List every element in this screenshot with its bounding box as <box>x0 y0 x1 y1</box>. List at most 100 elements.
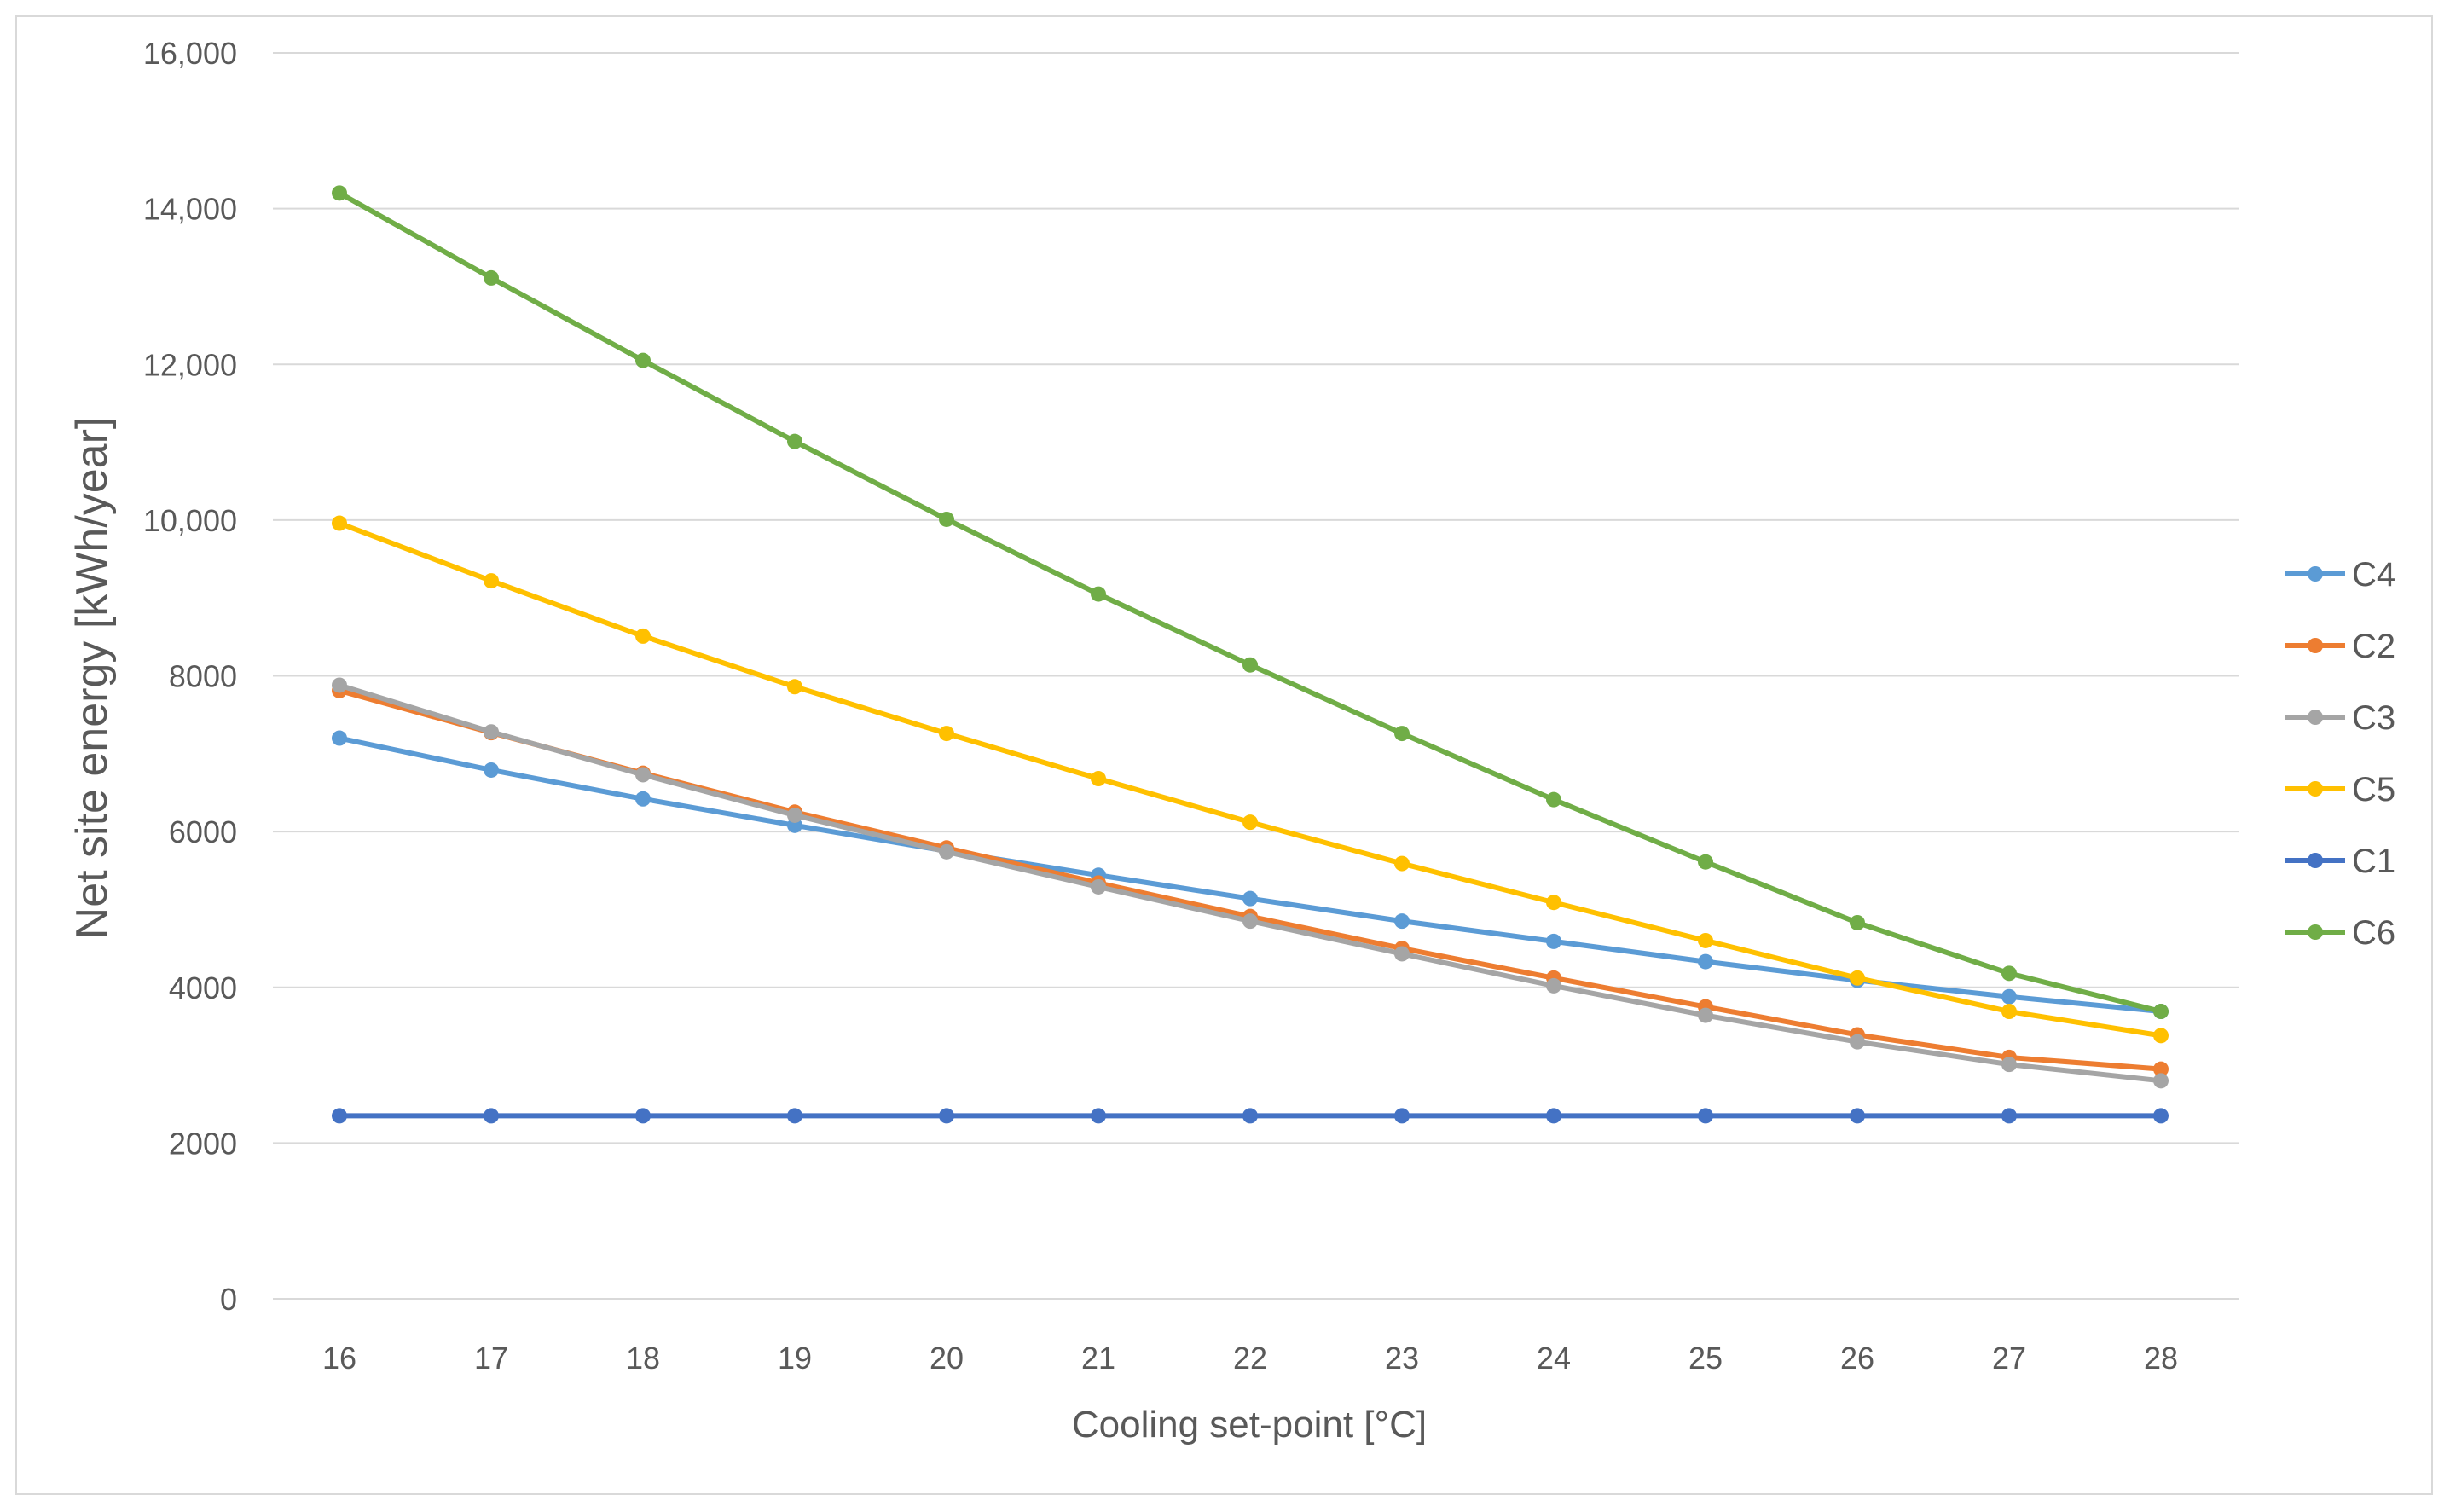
point-C4-18 <box>635 791 651 807</box>
point-C5-25 <box>1698 932 1713 948</box>
point-C3-17 <box>484 724 499 740</box>
point-C6-18 <box>635 352 651 368</box>
point-C5-24 <box>1546 895 1561 911</box>
series-lines <box>332 185 2169 1124</box>
point-C6-17 <box>484 269 499 286</box>
legend-label-C6: C6 <box>2352 914 2395 952</box>
x-tick-label: 21 <box>1081 1341 1115 1376</box>
legend-item-C3: C3 <box>2285 699 2395 737</box>
point-C6-27 <box>2001 965 2017 982</box>
point-C3-18 <box>635 767 651 783</box>
y-tick-label: 2000 <box>169 1126 237 1161</box>
y-axis-title: Net site energy [kWh/year] <box>67 417 117 940</box>
point-C6-16 <box>332 185 347 201</box>
legend-label-C3: C3 <box>2352 699 2395 737</box>
point-C4-17 <box>484 762 499 778</box>
point-C5-26 <box>1850 970 1865 986</box>
legend-label-C2: C2 <box>2352 628 2395 665</box>
y-tick-label: 16,000 <box>143 36 237 71</box>
point-C3-26 <box>1850 1034 1865 1050</box>
point-C3-27 <box>2001 1057 2017 1073</box>
point-C6-26 <box>1850 914 1865 930</box>
point-C1-23 <box>1394 1108 1410 1124</box>
point-C5-20 <box>939 726 954 742</box>
point-C5-17 <box>484 573 499 589</box>
series-C1 <box>332 1108 2169 1124</box>
point-C3-25 <box>1698 1007 1713 1023</box>
point-C1-24 <box>1546 1108 1561 1124</box>
point-C5-21 <box>1091 771 1106 787</box>
series-C5 <box>332 515 2169 1044</box>
legend-marker-C1 <box>2308 853 2323 868</box>
point-C1-28 <box>2153 1108 2169 1124</box>
point-C1-20 <box>939 1108 954 1124</box>
legend-marker-C3 <box>2308 710 2323 725</box>
point-C6-24 <box>1546 791 1561 808</box>
point-C6-21 <box>1091 586 1106 602</box>
point-C4-16 <box>332 730 347 746</box>
point-C5-18 <box>635 628 651 644</box>
point-C1-26 <box>1850 1108 1865 1124</box>
point-C4-23 <box>1394 913 1410 930</box>
point-C3-21 <box>1091 878 1106 895</box>
x-tick-label: 27 <box>1992 1341 2026 1376</box>
point-C4-25 <box>1698 953 1713 970</box>
point-C3-24 <box>1546 977 1561 994</box>
y-tick-label: 12,000 <box>143 347 237 382</box>
y-tick-label: 4000 <box>169 970 237 1005</box>
point-C3-16 <box>332 677 347 693</box>
series-C6 <box>332 185 2169 1020</box>
point-C4-27 <box>2001 988 2017 1005</box>
x-axis-ticks: 16 17 18 19 20 21 22 23 24 25 26 27 28 <box>322 1341 2178 1376</box>
series-C2 <box>332 682 2169 1077</box>
point-C5-22 <box>1242 814 1258 831</box>
point-C1-21 <box>1091 1108 1106 1124</box>
legend-item-C1: C1 <box>2285 843 2395 880</box>
x-tick-label: 28 <box>2144 1341 2178 1376</box>
legend-marker-C4 <box>2308 566 2323 582</box>
series-C4 <box>332 730 2169 1020</box>
x-tick-label: 18 <box>626 1341 660 1376</box>
point-C3-19 <box>787 807 802 823</box>
point-C6-28 <box>2153 1004 2169 1020</box>
point-C6-19 <box>787 433 802 449</box>
line-C2 <box>339 687 2162 1072</box>
line-C6 <box>338 190 2162 1014</box>
point-C3-28 <box>2153 1073 2169 1089</box>
gridlines <box>273 52 2239 1300</box>
point-C6-25 <box>1698 854 1713 870</box>
point-C1-19 <box>787 1108 802 1124</box>
y-axis-ticks: 0 2000 4000 6000 8000 10,000 12,000 14,000 16,00… <box>143 36 237 1317</box>
legend-marker-C6 <box>2308 924 2323 940</box>
point-C1-22 <box>1242 1108 1258 1124</box>
point-C4-24 <box>1546 933 1561 949</box>
point-C1-17 <box>484 1108 499 1124</box>
line-C4 <box>339 735 2162 1015</box>
point-C5-28 <box>2153 1028 2169 1044</box>
line-C5 <box>338 520 2162 1039</box>
x-axis-title: Cooling set-point [°C] <box>1072 1404 1427 1445</box>
legend-marker-C2 <box>2308 638 2323 653</box>
y-tick-label: 8000 <box>169 659 237 694</box>
x-tick-label: 19 <box>778 1341 812 1376</box>
point-C3-23 <box>1394 946 1410 962</box>
point-C3-20 <box>939 843 954 860</box>
point-C1-25 <box>1698 1108 1713 1124</box>
point-C2-28 <box>2153 1061 2169 1077</box>
x-tick-label: 25 <box>1688 1341 1723 1376</box>
y-tick-label: 6000 <box>169 814 237 849</box>
legend-item-C2: C2 <box>2285 628 2395 665</box>
y-tick-label: 14,000 <box>143 192 237 227</box>
legend-label-C4: C4 <box>2352 556 2395 594</box>
legend-item-C4: C4 <box>2285 556 2395 594</box>
point-C5-23 <box>1394 855 1410 872</box>
legend-marker-C5 <box>2308 781 2323 797</box>
legend-item-C5: C5 <box>2285 771 2395 808</box>
point-C6-22 <box>1242 657 1258 673</box>
y-tick-label: 0 <box>220 1282 237 1317</box>
point-C5-16 <box>332 515 347 531</box>
y-tick-label: 10,000 <box>143 503 237 538</box>
point-C5-19 <box>787 679 802 695</box>
x-tick-label: 22 <box>1233 1341 1267 1376</box>
